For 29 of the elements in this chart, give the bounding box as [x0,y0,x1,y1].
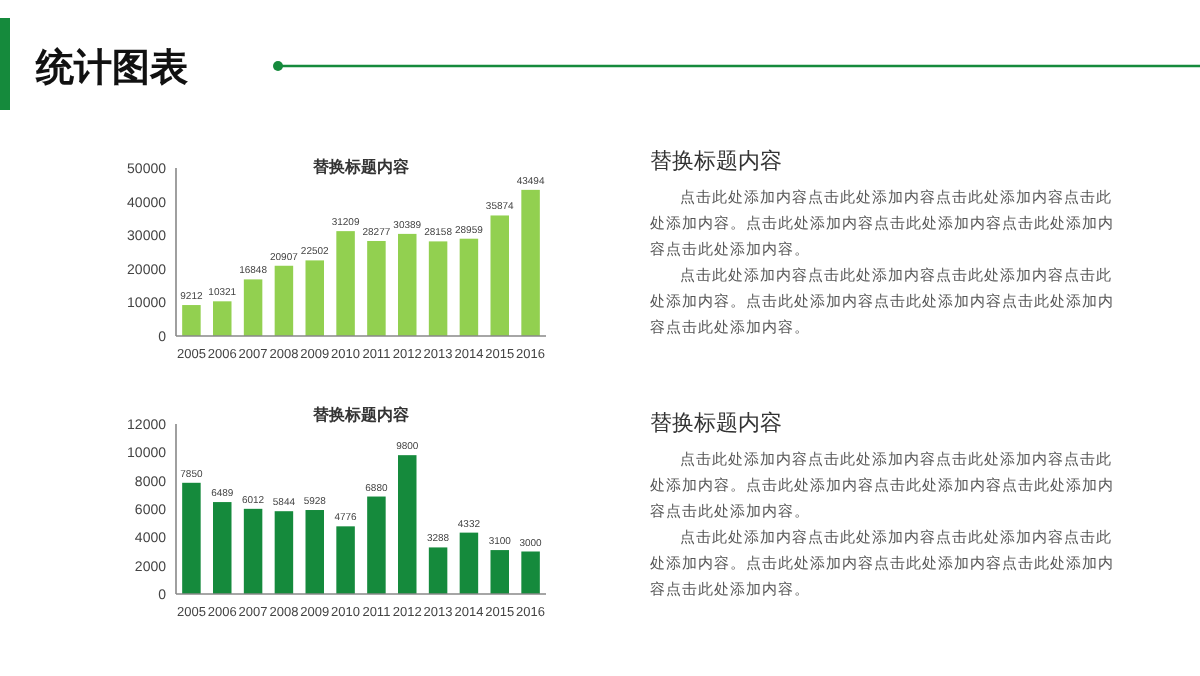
bar [398,455,417,594]
bar [305,510,324,594]
bar [213,301,232,336]
bar [367,240,386,336]
bar [336,231,355,336]
bar [490,215,509,336]
bar [336,526,355,594]
bar [398,233,417,336]
bar [182,305,201,336]
text: 替换标题内容 [650,409,784,438]
bar [305,260,324,336]
bar [213,502,232,594]
bar [274,511,294,594]
bar [490,550,509,594]
bar [459,238,479,336]
chart-title: 替换标题内容 [311,156,411,176]
bar [521,551,540,594]
bar [243,279,263,336]
bar [182,482,201,594]
chart-title: 替换标题内容 [311,404,411,424]
bar [243,508,263,594]
bar [428,547,448,594]
text: 替换标题内容 [650,147,784,176]
text: 统计图表 [34,46,190,90]
bar [428,241,448,336]
bar [459,532,479,594]
bar [521,189,540,336]
bar [274,265,294,336]
bar [367,496,386,594]
